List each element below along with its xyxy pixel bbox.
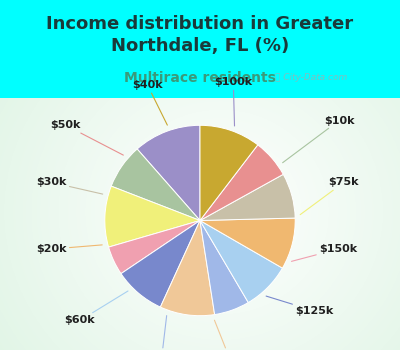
Text: $150k: $150k	[292, 244, 357, 261]
Wedge shape	[108, 220, 200, 274]
Wedge shape	[111, 149, 200, 220]
Wedge shape	[200, 125, 258, 220]
Text: $10k: $10k	[283, 116, 354, 163]
Text: $60k: $60k	[65, 291, 128, 326]
Wedge shape	[160, 220, 215, 316]
Wedge shape	[200, 218, 295, 268]
Text: $30k: $30k	[36, 177, 103, 194]
Text: $200k: $200k	[210, 320, 248, 350]
Text: $50k: $50k	[51, 120, 123, 155]
Text: $75k: $75k	[300, 177, 359, 215]
Wedge shape	[105, 186, 200, 247]
Text: Income distribution in Greater
Northdale, FL (%): Income distribution in Greater Northdale…	[46, 15, 354, 55]
Wedge shape	[137, 125, 200, 220]
Text: $100k: $100k	[214, 77, 252, 126]
Text: ⓘ City-Data.com: ⓘ City-Data.com	[275, 73, 348, 82]
Text: Multirace residents: Multirace residents	[124, 71, 276, 85]
Wedge shape	[200, 145, 283, 220]
Text: $20k: $20k	[36, 244, 102, 254]
Wedge shape	[200, 174, 295, 220]
Text: $40k: $40k	[132, 80, 167, 125]
Wedge shape	[200, 220, 282, 302]
Wedge shape	[200, 220, 248, 315]
Text: > $200k: > $200k	[136, 316, 188, 350]
Wedge shape	[121, 220, 200, 307]
Text: $125k: $125k	[266, 296, 334, 316]
